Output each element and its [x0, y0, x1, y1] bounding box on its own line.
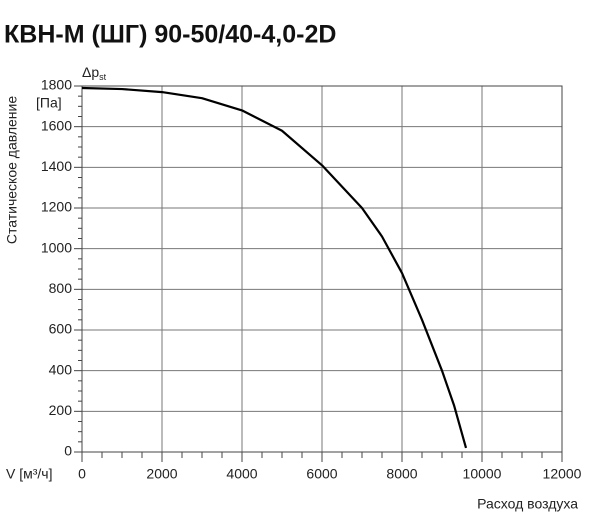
y-tick-label: 400 — [49, 361, 73, 377]
y-tick-label: 1000 — [41, 239, 72, 255]
x-tick-label: 10000 — [463, 466, 502, 482]
y-symbol-main: Δp — [82, 64, 99, 80]
y-tick-label: 600 — [49, 321, 73, 337]
y-tick-label: 0 — [64, 443, 72, 459]
x-tick-label: 4000 — [226, 466, 257, 482]
x-tick-label: 2000 — [146, 466, 177, 482]
plot-frame — [81, 85, 563, 453]
y-symbol: Δpst — [82, 64, 107, 83]
line-series — [81, 86, 468, 449]
y-unit: [Па] — [36, 95, 62, 111]
y-tick-label: 1600 — [41, 117, 72, 133]
y-axis-label: Статическое давление — [4, 96, 20, 244]
y-tick-label: 1400 — [41, 158, 72, 174]
x-unit-label: V [м³/ч] — [6, 466, 52, 482]
y-tick-label: 1200 — [41, 199, 72, 215]
y-symbol-sub: st — [99, 72, 107, 82]
x-axis-label: Расход воздуха — [477, 496, 578, 512]
y-tick-label: 800 — [49, 280, 73, 296]
chart-title: КВН-М (ШГ) 90-50/40-4,0-2D — [4, 21, 336, 49]
y-tick-label: 1800 — [41, 77, 72, 93]
x-tick-label: 0 — [78, 466, 86, 482]
x-tick-label: 8000 — [386, 466, 417, 482]
y-tick-label: 200 — [49, 402, 73, 418]
x-tick-label: 12000 — [543, 466, 582, 482]
x-tick-label: 6000 — [306, 466, 337, 482]
